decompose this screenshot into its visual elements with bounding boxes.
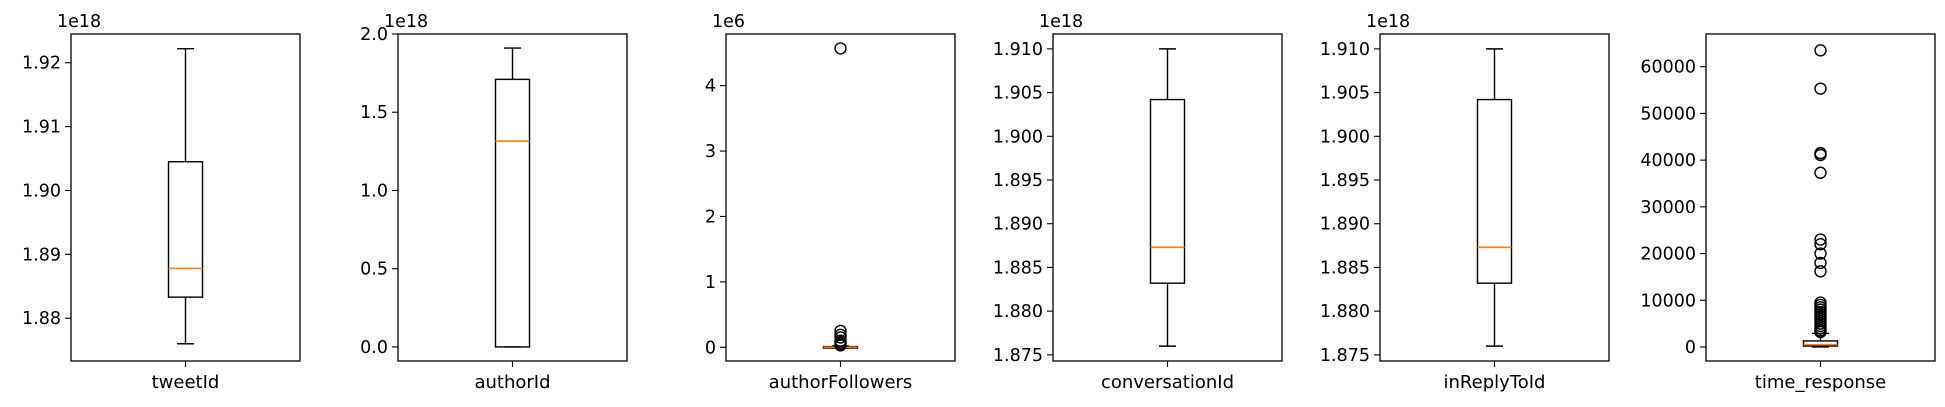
y-tick-label: 1.88 [22,309,61,329]
axis-offset-label: 1e18 [384,12,428,32]
panel-time-response: 0 10000 20000 30000 40000 50000 60000 time_resp… [1640,33,1936,393]
y-tick-label: 1.0 [360,181,388,201]
y-tick-label: 0.5 [360,260,388,280]
y-tick-label: 1.905 [1320,84,1370,104]
axis-offset-label: 1e6 [712,12,745,32]
outlier-point [834,331,847,344]
y-tick-label: 1.890 [993,215,1043,235]
y-tick-label: 3 [705,142,716,162]
y-tick-label: 1.895 [1320,171,1370,191]
y-tick-label: 1.885 [993,258,1043,278]
x-category-label: authorId [474,372,550,393]
y-tick-label: 1.900 [1320,127,1370,147]
y-tick-label: 1.5 [360,103,388,123]
x-category-label: authorFollowers [769,372,913,393]
panels-group: 1.88 1.89 1.90 1.91 1.92 1e18 tweetId 0.0 0.5 1.0… [22,12,1936,393]
outlier-point [834,324,847,338]
y-tick-label: 1.910 [993,40,1043,60]
y-tick-label: 2.0 [360,25,388,45]
x-category-label: inReplyToId [1444,372,1546,393]
outlier-point [1814,265,1827,278]
outlier-point [834,42,847,55]
y-tick-label: 1.885 [1320,258,1370,278]
y-tick-label: 1.880 [1320,302,1370,322]
outlier-point [1814,82,1827,95]
x-category-label: time_response [1755,372,1886,393]
y-tick-label: 1.89 [22,245,61,265]
panel-tweetid: 1.88 1.89 1.90 1.91 1.92 1e18 tweetId [22,12,301,393]
outlier-point [1814,238,1827,251]
y-tick-label: 50000 [1640,104,1696,124]
y-tick-label: 10000 [1640,291,1696,311]
y-tick-label: 1.92 [22,54,61,74]
y-tick-label: 4 [705,77,716,97]
outlier-point [834,339,847,352]
outlier-point [1814,148,1827,162]
x-category-label: conversationId [1101,372,1234,393]
iqr-box [1802,340,1839,347]
y-tick-label: 1.890 [1320,215,1370,235]
y-tick-label: 1.875 [993,346,1043,366]
axis-offset-label: 1e18 [1039,12,1083,32]
axis-offset-label: 1e18 [1366,12,1410,32]
iqr-box [167,161,204,298]
y-tick-label: 1.900 [993,127,1043,147]
y-tick-label: 60000 [1640,58,1696,78]
panel-conversationid: 1.875 1.880 1.885 1.890 1.895 1.900 1.905 1.910… [993,12,1283,393]
outlier-point [1814,233,1827,246]
panel-authorfollowers: 0 1 2 3 4 1e6 authorFollowers [705,12,956,393]
y-tick-label: 30000 [1640,198,1696,218]
axis-offset-label: 1e18 [57,12,101,32]
y-tick-label: 1.91 [22,118,61,138]
y-tick-label: 1.910 [1320,40,1370,60]
iqr-box [494,78,531,348]
y-tick-label: 0.0 [360,338,388,358]
iqr-box [1476,98,1513,284]
iqr-box [1149,98,1186,284]
y-tick-label: 1.895 [993,171,1043,191]
outlier-point [1814,247,1827,260]
outlier-point [1814,44,1827,57]
y-tick-label: 1.90 [22,181,61,201]
y-tick-label: 1.880 [993,302,1043,322]
y-tick-label: 2 [705,207,716,227]
x-category-label: tweetId [152,372,220,393]
y-tick-label: 0 [705,338,716,358]
y-tick-label: 20000 [1640,245,1696,265]
y-tick-label: 1.875 [1320,346,1370,366]
y-tick-label: 40000 [1640,151,1696,171]
outlier-point [1814,325,1827,339]
outlier-point [1814,256,1827,270]
y-tick-label: 1 [705,273,716,293]
y-tick-label: 0 [1685,338,1696,358]
panel-inreplytoid: 1.875 1.880 1.885 1.890 1.895 1.900 1.905 1.910… [1320,12,1610,393]
outlier-point [1814,166,1827,179]
y-tick-label: 1.905 [993,84,1043,104]
